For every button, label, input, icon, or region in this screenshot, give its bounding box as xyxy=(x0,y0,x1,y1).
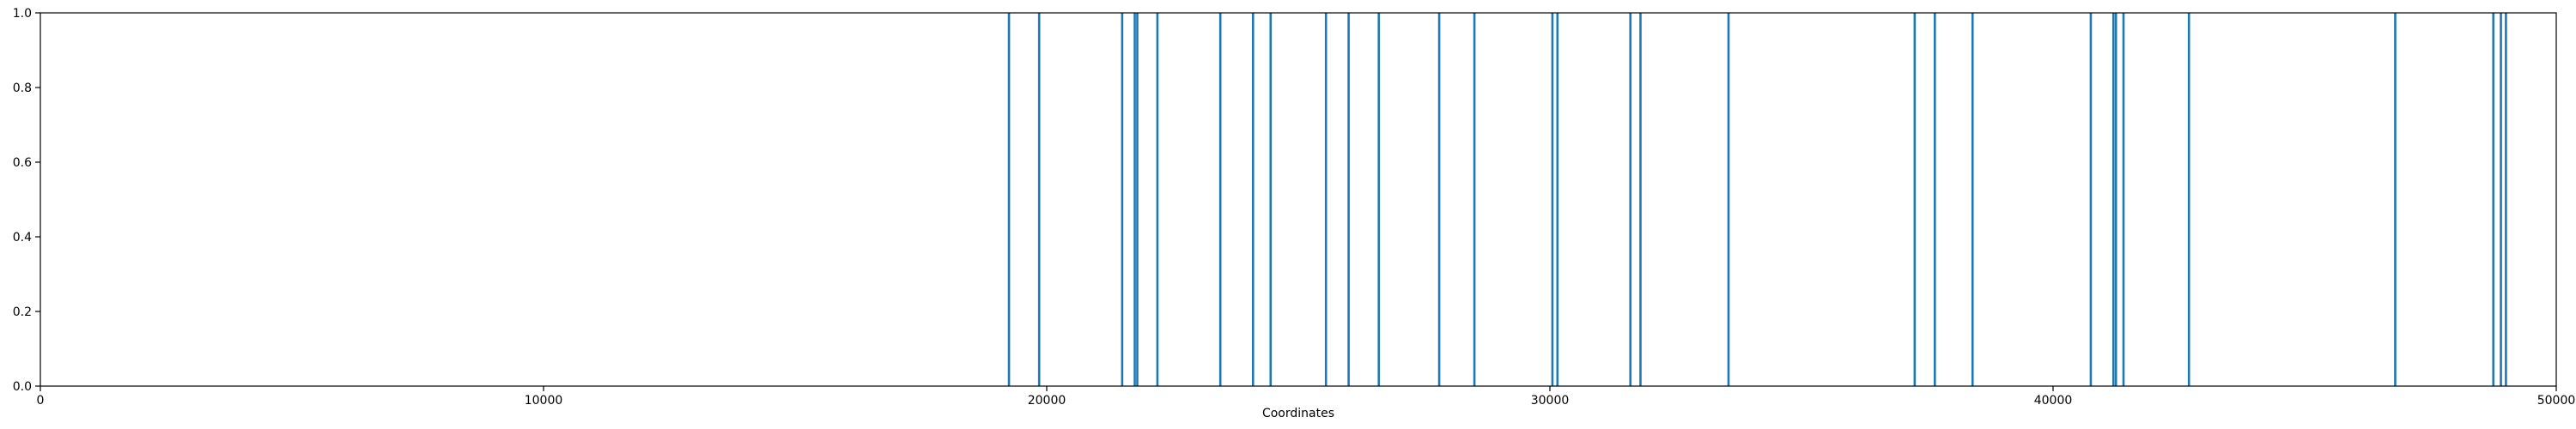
bar xyxy=(1156,13,1159,386)
bar xyxy=(1133,13,1136,386)
bar xyxy=(1473,13,1476,386)
bar xyxy=(1629,13,1632,386)
bar xyxy=(1971,13,1974,386)
y-ticks-layer: 0.0 0.2 0.4 0.6 0.8 1.0 xyxy=(13,7,40,394)
x-tick-label: 50000 xyxy=(2537,394,2576,408)
bar xyxy=(2394,13,2397,386)
bar xyxy=(1933,13,1936,386)
bar xyxy=(1251,13,1255,386)
bar xyxy=(1007,13,1011,386)
bar xyxy=(1324,13,1327,386)
bar xyxy=(2500,13,2502,386)
plot-frame xyxy=(39,12,2557,387)
bar xyxy=(2122,13,2125,386)
y-tick-label: 0.2 xyxy=(13,305,32,319)
bar xyxy=(1377,13,1381,386)
plot-area xyxy=(40,13,2556,386)
bar xyxy=(1121,13,1124,386)
x-tick-label: 0 xyxy=(37,394,45,408)
bar xyxy=(1269,13,1273,386)
bar xyxy=(1913,13,1917,386)
bar xyxy=(1556,13,1559,386)
y-tick-label: 0.4 xyxy=(13,231,32,245)
x-tick-label: 10000 xyxy=(525,394,563,408)
bar xyxy=(1727,13,1730,386)
y-tick-label: 0.6 xyxy=(13,156,32,170)
bar xyxy=(1136,13,1139,386)
bar xyxy=(2505,13,2507,386)
y-tick-label: 1.0 xyxy=(13,7,32,21)
bar xyxy=(1218,13,1222,386)
x-tick-label: 30000 xyxy=(1531,394,1570,408)
bar xyxy=(2089,13,2093,386)
bar xyxy=(2187,13,2190,386)
bar xyxy=(1347,13,1350,386)
y-tick-label: 0.0 xyxy=(13,380,32,394)
bar xyxy=(2492,13,2495,386)
bar xyxy=(1551,13,1554,386)
bar xyxy=(1437,13,1441,386)
bars-layer xyxy=(1007,13,2507,386)
y-tick-label: 0.8 xyxy=(13,82,32,95)
x-tick-label: 20000 xyxy=(1028,394,1066,408)
bar xyxy=(1037,13,1041,386)
bar xyxy=(2112,13,2115,386)
x-axis-label: Coordinates xyxy=(1262,407,1334,420)
x-tick-label: 40000 xyxy=(2034,394,2073,408)
bar xyxy=(2114,13,2117,386)
bar xyxy=(1639,13,1642,386)
x-ticks-layer: 0 10000 20000 30000 40000 50000 xyxy=(37,386,2576,408)
